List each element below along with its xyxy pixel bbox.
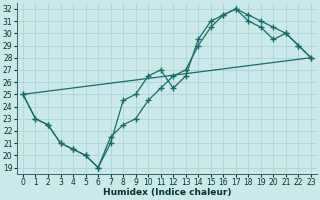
X-axis label: Humidex (Indice chaleur): Humidex (Indice chaleur) [103, 188, 231, 197]
